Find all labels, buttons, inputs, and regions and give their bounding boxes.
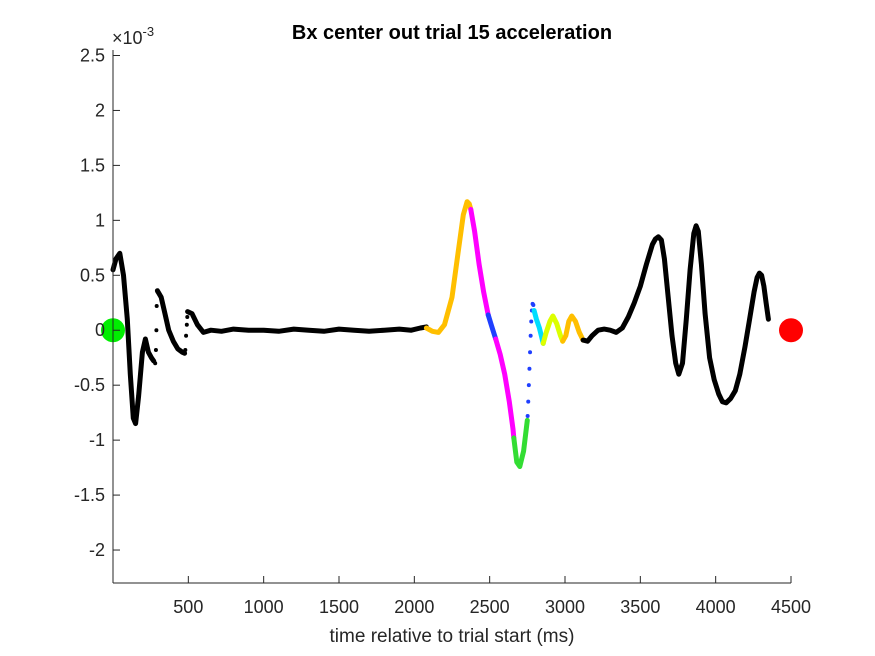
y-tick-label: 0.5 [80, 265, 105, 285]
y-tick-label: 2 [95, 100, 105, 120]
chart-title: Bx center out trial 15 acceleration [292, 22, 612, 44]
x-tick-label: 1000 [244, 597, 284, 617]
series-line-orange [560, 313, 586, 344]
series-dots-black [183, 315, 190, 353]
x-tick-label: 3000 [545, 597, 585, 617]
data-point [529, 319, 534, 324]
exponent-power: -3 [143, 24, 155, 39]
y-tick-label: 2.5 [80, 45, 105, 65]
data-point [153, 361, 158, 366]
y-tick-label: -0.5 [74, 375, 105, 395]
series-line-orange [423, 199, 474, 335]
y-tick-label: -2 [89, 540, 105, 560]
series-layer [110, 199, 771, 469]
axes [112, 50, 792, 584]
data-point [525, 413, 530, 418]
series-line-yellow [540, 313, 566, 346]
y-tick-label: 1.5 [80, 155, 105, 175]
data-point [526, 383, 531, 388]
series-line-green [511, 417, 530, 469]
x-tick-label: 2500 [470, 597, 510, 617]
y-tick-label: -1.5 [74, 485, 105, 505]
x-tick-label: 500 [173, 597, 203, 617]
series-line-black [580, 223, 771, 406]
y-tick-label: 1 [95, 210, 105, 230]
data-point [185, 315, 190, 320]
svg-text:×10-3: ×10-3 [112, 24, 154, 48]
data-point [183, 348, 188, 353]
data-point [526, 399, 531, 404]
x-tick-label: 3500 [620, 597, 660, 617]
x-tick-label: 2000 [394, 597, 434, 617]
data-point [184, 322, 189, 327]
data-point [153, 348, 158, 353]
data-point [527, 366, 532, 371]
tick-labels: 500 1000 1500 2000 2500 3000 3500 4000 4500 2.5 2 1… [74, 45, 811, 617]
series-line-magenta [493, 336, 517, 441]
x-tick-label: 4000 [696, 597, 736, 617]
exponent-base: ×10 [112, 28, 143, 48]
data-point [184, 333, 189, 338]
y-tick-label: -1 [89, 430, 105, 450]
series-line-black [185, 309, 429, 335]
end-marker [779, 318, 803, 343]
series-dots-blue [525, 301, 537, 418]
series-line-blue [485, 312, 499, 342]
x-tick-label: 4500 [771, 597, 811, 617]
series-line-black [110, 250, 157, 427]
data-point [528, 350, 533, 355]
data-point [528, 333, 533, 338]
y-tick-label: 0 [95, 320, 105, 340]
data-point [531, 302, 536, 307]
y-exponent-label: ×10-3 [112, 24, 154, 48]
data-point [154, 328, 159, 333]
data-point [154, 304, 159, 309]
series-line-black [154, 288, 188, 356]
x-tick-label: 1500 [319, 597, 359, 617]
series-line-magenta [468, 206, 491, 318]
x-axis-label: time relative to trial start (ms) [330, 626, 575, 647]
